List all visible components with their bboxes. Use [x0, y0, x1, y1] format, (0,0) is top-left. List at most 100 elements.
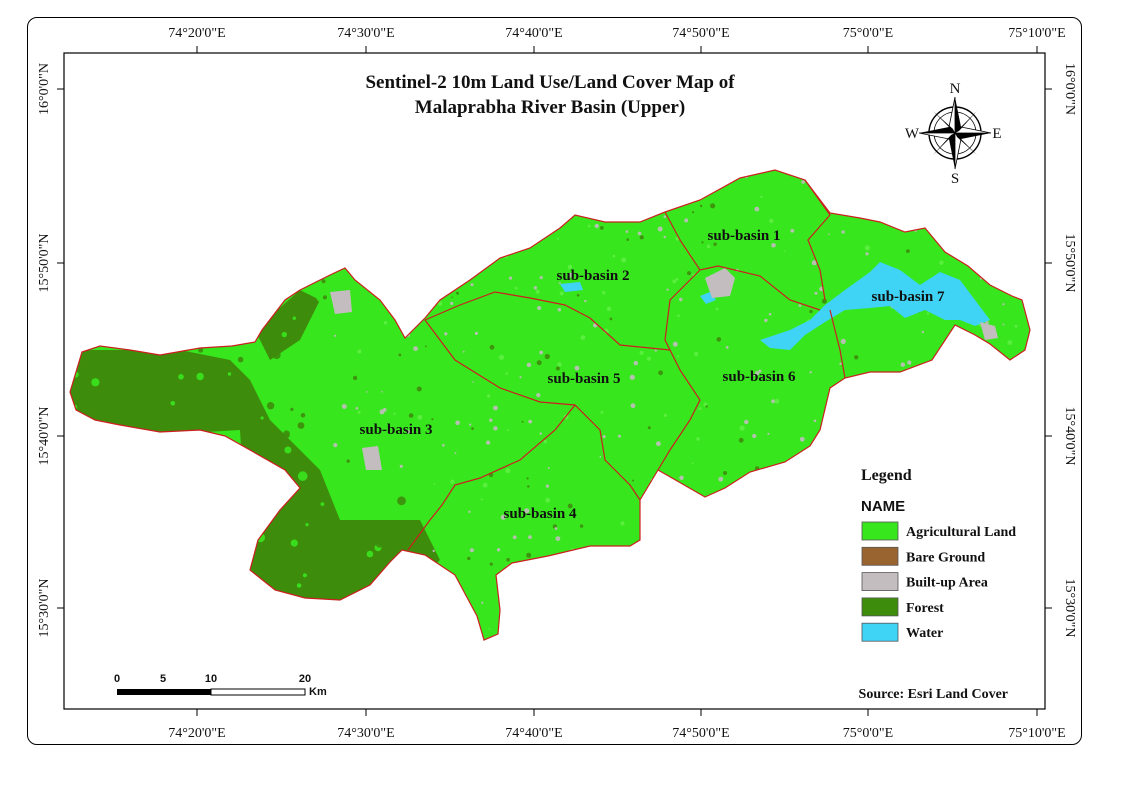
- speckle-dot: [451, 296, 453, 299]
- speckle-dot: [864, 245, 870, 251]
- speckle-dot: [600, 410, 604, 414]
- speckle-dot: [579, 524, 584, 528]
- speckle-dot: [375, 539, 384, 548]
- lat-label-left-0: 16°0'0"N: [37, 63, 52, 115]
- speckle-dot: [366, 391, 368, 393]
- speckle-dot: [1002, 323, 1005, 326]
- speckle-dot: [701, 241, 704, 244]
- compass-needle-se: [955, 133, 977, 155]
- speckle-dot: [539, 350, 544, 355]
- map-source: Source: Esri Land Cover: [859, 687, 1008, 702]
- speckle-dot: [470, 283, 474, 287]
- builtup-patch-2: [330, 290, 352, 314]
- speckle-dot: [691, 462, 694, 465]
- speckle-dot: [594, 223, 599, 229]
- speckle-dot: [921, 330, 924, 334]
- forest-patch-northwest: [255, 290, 320, 360]
- label-sub-basin-6: sub-basin 6: [723, 369, 796, 385]
- speckle-dot: [512, 535, 517, 540]
- speckle-dot: [406, 429, 411, 434]
- speckle-dot: [567, 503, 573, 509]
- speckle-dot: [556, 237, 559, 240]
- speckle-dot: [672, 279, 677, 284]
- lat-label-right-0: 16°0'0"N: [1062, 63, 1077, 115]
- speckle-dot: [305, 523, 309, 527]
- speckle-dot: [187, 396, 193, 402]
- builtup-patch-1: [705, 268, 735, 298]
- speckle-dot: [527, 485, 530, 488]
- speckle-dot: [287, 334, 292, 339]
- lat-label-right-3: 15°30'0"N: [1062, 579, 1077, 638]
- speckle-dot: [621, 257, 627, 263]
- speckle-dot: [580, 335, 586, 340]
- speckle-dot: [567, 264, 573, 270]
- speckle-dot: [555, 366, 560, 371]
- scale-tick-5: 5: [160, 673, 166, 685]
- speckle-dot: [493, 426, 498, 431]
- speckle-dot: [675, 277, 679, 281]
- speckle-dot: [333, 443, 338, 448]
- speckle-dot: [841, 230, 845, 234]
- lon-label-top-5: 75°10'0"E: [1008, 26, 1065, 41]
- speckle-dot: [462, 350, 465, 353]
- speckle-dot: [321, 279, 326, 284]
- speckle-dot: [630, 403, 636, 409]
- speckle-dot: [666, 288, 669, 291]
- speckle-dot: [625, 230, 629, 233]
- label-sub-basin-5: sub-basin 5: [548, 371, 621, 387]
- speckle-dot: [1014, 324, 1018, 328]
- speckle-dot: [679, 297, 683, 302]
- scale-tick-10: 10: [205, 673, 217, 685]
- speckle-dot: [716, 337, 722, 342]
- speckle-dot: [799, 436, 805, 442]
- compass-letter-w: W: [905, 126, 920, 142]
- lon-label-bottom-2: 74°40'0"E: [505, 726, 562, 741]
- speckle-dot: [266, 402, 275, 410]
- speckle-dot: [393, 412, 396, 415]
- legend-label-forest: Forest: [906, 601, 944, 616]
- compass-needle-n-left: [955, 97, 961, 133]
- speckle-dot: [574, 365, 580, 371]
- speckle-dot: [533, 286, 538, 290]
- speckle-dot: [480, 498, 483, 501]
- speckle-dot: [283, 430, 290, 438]
- speckle-dot: [509, 276, 513, 280]
- lon-label-bottom-4: 75°0'0"E: [843, 726, 893, 741]
- speckle-dot: [633, 360, 638, 366]
- speckle-dot: [383, 321, 388, 325]
- speckle-dot: [488, 628, 491, 630]
- compass-needle-w-high: [919, 127, 955, 133]
- speckle-dot: [768, 312, 772, 316]
- speckle-dot: [489, 418, 493, 422]
- speckle-dot: [505, 468, 511, 474]
- speckle-dot: [535, 289, 540, 294]
- speckle-dot: [493, 405, 498, 411]
- speckle-dot: [539, 432, 542, 435]
- compass-needle-e-low: [955, 133, 991, 139]
- legend-label-bare-ground: Bare Ground: [906, 550, 985, 565]
- speckle-dot: [764, 318, 768, 323]
- lon-label-top-1: 74°30'0"E: [337, 26, 394, 41]
- speckle-dot: [284, 446, 292, 454]
- speckle-dot: [403, 486, 412, 495]
- speckle-dot: [91, 378, 100, 387]
- label-sub-basin-2: sub-basin 2: [557, 268, 630, 284]
- speckle-dot: [602, 291, 606, 295]
- speckle-dot: [317, 585, 321, 589]
- scale-bar: 0 5 10 20 Km: [114, 673, 327, 698]
- speckle-dot: [687, 271, 691, 276]
- speckle-dot: [410, 525, 417, 533]
- speckle-dot: [196, 372, 204, 381]
- speckle-dot: [771, 243, 776, 248]
- speckle-dot: [696, 437, 700, 441]
- speckle-dot: [420, 510, 429, 519]
- scale-unit: Km: [309, 686, 327, 698]
- speckle-dot: [926, 312, 929, 315]
- speckle-dot: [285, 421, 294, 431]
- speckle-dot: [821, 298, 827, 304]
- speckle-dot: [718, 476, 724, 482]
- speckle-dot: [290, 407, 294, 411]
- speckle-dot: [357, 349, 362, 354]
- lon-label-top-3: 74°50'0"E: [672, 26, 729, 41]
- lon-label-top-4: 75°0'0"E: [843, 26, 893, 41]
